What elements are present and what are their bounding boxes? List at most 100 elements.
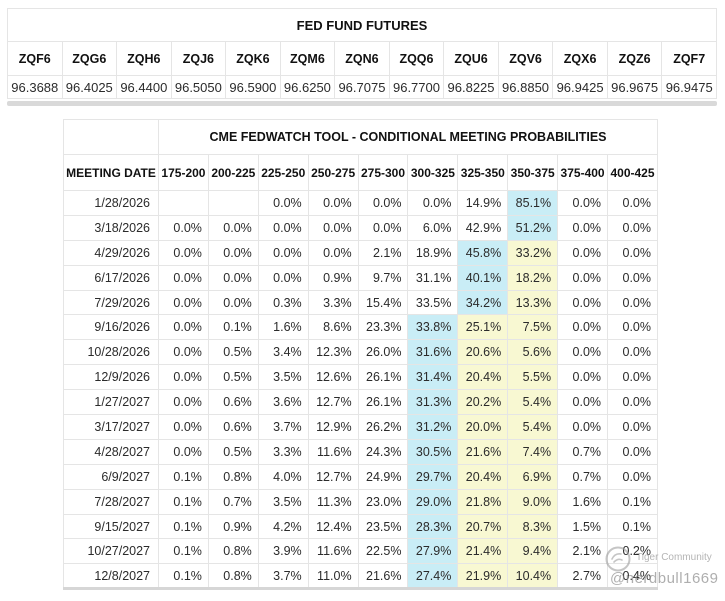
probability-cell: 12.7% [307,389,359,416]
fedwatch-row: 4/29/2026 0.0% 0.0% 0.0% 0.0% 2.1% 18.9% 45.8% 3… [63,239,658,266]
fedwatch-row: 10/27/2027 0.1% 0.8% 3.9% 11.6% 22.5% 27.9% 21.… [63,538,658,565]
rate-range-header: 225-250 [257,154,309,191]
meeting-date-cell: 1/28/2026 [63,190,159,216]
probability-cell: 3.3% [307,289,359,316]
meeting-date-cell: 4/29/2026 [63,239,159,266]
fedwatch-title-row: CME FEDWATCH TOOL - CONDITIONAL MEETING … [63,119,658,155]
probability-cell: 0.0% [557,289,609,316]
probability-cell: 27.9% [407,538,459,565]
meeting-date-cell: 1/27/2027 [63,389,159,416]
probability-cell: 31.3% [407,389,459,416]
probability-cell: 27.4% [407,563,459,590]
probability-cell: 31.4% [407,364,459,391]
probability-cell: 0.0% [207,239,259,266]
probability-cell: 0.0% [158,339,209,366]
probability-cell: 33.5% [407,289,459,316]
probability-cell: 0.0% [607,438,658,465]
fedwatch-row: 3/18/2026 0.0% 0.0% 0.0% 0.0% 0.0% 6.0% 42.9% 51… [63,214,658,241]
futures-column-header: ZQG6 [61,41,118,76]
probability-cell: 0.0% [158,264,209,291]
probability-cell: 3.5% [257,364,309,391]
probability-cell: 2.7% [557,563,609,590]
fedwatch-row: 1/27/2027 0.0% 0.6% 3.6% 12.7% 26.1% 31.3% 20.2… [63,389,658,416]
futures-column-header: ZQF6 [7,41,63,76]
probability-cell: 0.0% [557,339,609,366]
probability-cell: 22.5% [357,538,409,565]
probability-cell: 0.0% [158,438,209,465]
probability-cell: 33.8% [407,314,459,341]
probability-cell: 15.4% [357,289,409,316]
fedwatch-row: 6/9/2027 0.1% 0.8% 4.0% 12.7% 24.9% 29.7% 20.4%… [63,463,658,490]
futures-column-header: ZQZ6 [606,41,663,76]
rate-range-header: 400-425 [607,154,658,191]
probability-cell: 0.1% [158,513,209,540]
probability-cell: 13.3% [507,289,559,316]
fedwatch-probabilities-table: CME FEDWATCH TOOL - CONDITIONAL MEETING … [63,119,658,591]
probability-cell: 0.0% [557,214,609,241]
fedwatch-row: 3/17/2027 0.0% 0.6% 3.7% 12.9% 26.2% 31.2% 20.0… [63,414,658,440]
probability-cell: 9.7% [357,264,409,291]
rate-range-header: 350-375 [507,154,559,191]
meeting-date-cell: 6/9/2027 [63,463,159,490]
futures-column-header: ZQQ6 [388,41,445,76]
futures-column-header: ZQK6 [225,41,281,76]
futures-column-header: ZQX6 [552,41,608,76]
probability-cell: 9.4% [507,538,559,565]
probability-cell: 3.6% [257,389,309,416]
probability-cell: 0.7% [557,438,609,465]
probability-cell: 5.5% [507,364,559,391]
futures-price-cell: 96.7700 [388,75,445,99]
probability-cell: 3.7% [257,563,309,590]
futures-table-title: FED FUND FUTURES [7,8,717,42]
probability-cell: 0.0% [407,190,459,216]
probability-cell: 1.6% [257,314,309,341]
probability-cell: 12.7% [307,463,359,490]
probability-cell: 21.6% [357,563,409,590]
probability-cell: 20.4% [457,463,509,490]
probability-cell: 12.6% [307,364,359,391]
probability-cell: 0.4% [607,563,658,590]
probability-cell: 0.1% [607,488,658,515]
futures-price-cell: 96.8225 [443,75,499,99]
probability-cell: 0.5% [207,364,259,391]
rate-range-header: 250-275 [307,154,359,191]
probability-cell: 0.0% [158,214,209,241]
fedwatch-row: 1/28/2026 0.0% 0.0% 0.0% 0.0% 14.9% 85.1% 0.0% 0… [63,190,658,216]
probability-cell: 0.0% [158,239,209,266]
probability-cell: 23.0% [357,488,409,515]
rate-range-header: 325-350 [457,154,509,191]
probability-cell: 0.0% [158,289,209,316]
meeting-date-cell: 9/15/2027 [63,513,159,540]
probability-cell: 0.7% [207,488,259,515]
probability-cell: 1.6% [557,488,609,515]
futures-price-cell: 96.9425 [552,75,608,99]
probability-cell: 33.2% [507,239,559,266]
meeting-date-header: MEETING DATE [63,154,159,191]
meeting-date-cell: 10/27/2027 [63,538,159,565]
probability-cell: 0.0% [607,289,658,316]
probability-cell: 0.0% [357,190,409,216]
futures-column-header: ZQH6 [116,41,172,76]
probability-cell: 20.2% [457,389,509,416]
probability-cell: 0.7% [557,463,609,490]
probability-cell: 29.0% [407,488,459,515]
horizontal-scrollbar[interactable] [7,101,717,106]
probability-cell: 28.3% [407,513,459,540]
probability-cell: 0.6% [207,389,259,416]
futures-price-cell: 96.6250 [279,75,336,99]
probability-cell: 20.0% [457,414,509,440]
futures-title-row: FED FUND FUTURES [7,8,717,42]
probability-cell: 0.5% [207,438,259,465]
probability-cell: 31.1% [407,264,459,291]
futures-price-cell: 96.8850 [497,75,554,99]
probability-cell [207,190,259,216]
probability-cell: 0.0% [557,364,609,391]
probability-cell: 0.0% [257,190,309,216]
probability-cell: 0.0% [557,190,609,216]
probability-cell: 21.8% [457,488,509,515]
probability-cell: 0.0% [557,264,609,291]
probability-cell: 42.9% [457,214,509,241]
fedwatch-row: 4/28/2027 0.0% 0.5% 3.3% 11.6% 24.3% 30.5% 21.6… [63,438,658,465]
probability-cell: 2.1% [357,239,409,266]
probability-cell: 0.0% [607,389,658,416]
